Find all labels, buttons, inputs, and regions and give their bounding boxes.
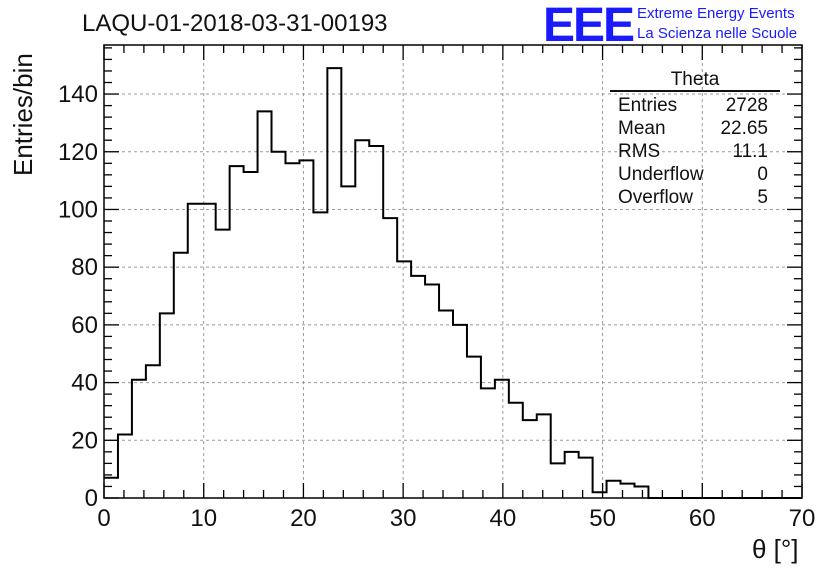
x-tick-label: 40 [490, 505, 517, 532]
stats-value: 0 [757, 164, 768, 185]
chart-title: LAQU-01-2018-03-31-00193 [82, 10, 388, 37]
histogram-bin [453, 325, 467, 498]
y-tick-label: 100 [58, 196, 98, 223]
histogram-bin [285, 163, 299, 498]
histogram-bin [523, 420, 537, 498]
stats-label: Mean [618, 118, 666, 139]
histogram-bin [439, 310, 453, 498]
stats-row: Overflow 5 [610, 186, 780, 209]
y-tick-label: 40 [71, 370, 98, 397]
y-axis-label: Entries/bin [8, 53, 38, 176]
histogram-bin [565, 452, 579, 498]
histogram-bin [327, 68, 341, 498]
eee-logo-mark: EEE [543, 0, 635, 52]
histogram-bin [383, 218, 397, 498]
histogram-bin [230, 166, 244, 498]
histogram-bin [104, 478, 118, 498]
stats-value: 5 [757, 187, 768, 208]
eee-logo-line2: La Scienza nelle Scuole [637, 25, 798, 42]
x-tick-label: 10 [190, 505, 217, 532]
x-tick-label: 50 [589, 505, 616, 532]
y-tick-label: 120 [58, 139, 98, 166]
histogram-bin [509, 403, 523, 498]
histogram-bin [425, 284, 439, 498]
x-tick-label: 60 [689, 505, 716, 532]
histogram-bin [313, 212, 327, 498]
stats-row: Mean 22.65 [610, 117, 780, 140]
y-tick-label: 20 [71, 427, 98, 454]
y-tick-label: 0 [85, 485, 98, 512]
histogram-bin [258, 111, 272, 498]
stats-value: 11.1 [732, 141, 768, 162]
y-tick-label: 80 [71, 254, 98, 281]
y-tick-label: 140 [58, 81, 98, 108]
stats-label: RMS [618, 141, 661, 162]
histogram-bin [188, 204, 202, 498]
stats-value: 2728 [725, 95, 768, 116]
stats-row: Entries 2728 [610, 94, 780, 117]
x-tick-label: 30 [390, 505, 417, 532]
histogram-bin [216, 230, 230, 498]
histogram-bin [132, 380, 146, 498]
histogram-bin [341, 186, 355, 498]
stats-value: 22.65 [720, 118, 768, 139]
histogram-bin [369, 146, 383, 498]
stats-row: Underflow 0 [610, 163, 780, 186]
histogram-bin [118, 435, 132, 498]
histogram-bin [299, 160, 313, 498]
histogram-outline [104, 67, 802, 499]
histogram-bin [607, 481, 621, 498]
histogram-bin [467, 357, 481, 498]
histogram-bin [397, 261, 411, 498]
histogram-bin [355, 140, 369, 498]
eee-logo-line1: Extreme Energy Events [637, 5, 795, 22]
x-tick-label: 0 [97, 505, 110, 532]
eee-logo-text: Extreme Energy Events La Scienza nelle S… [637, 4, 797, 44]
histogram-bin [202, 204, 216, 498]
y-tick-label: 60 [71, 312, 98, 339]
stats-title: Theta [610, 70, 780, 92]
stats-row: RMS 11.1 [610, 140, 780, 163]
histogram-bin [244, 172, 258, 498]
histogram-bin [537, 414, 551, 498]
plot-frame [103, 44, 803, 499]
histogram-bin [495, 380, 509, 498]
stats-label: Underflow [618, 164, 704, 185]
histogram-bin [272, 152, 286, 498]
x-axis-label: θ [°] [752, 534, 799, 564]
stats-label: Entries [618, 95, 678, 116]
histogram-bin [634, 486, 648, 498]
stats-box: Theta Entries 2728 Mean 22.65 RMS 11.1 Unde… [610, 70, 780, 209]
histogram-bin [579, 458, 593, 498]
axis-ticks [103, 45, 803, 499]
histogram-bin [481, 388, 495, 498]
histogram-bin [146, 365, 160, 498]
histogram-bin [160, 313, 174, 498]
stats-label: Overflow [618, 187, 693, 208]
x-tick-label: 70 [789, 505, 816, 532]
histogram-bin [411, 276, 425, 498]
histogram-bars [104, 68, 648, 498]
x-tick-label: 20 [290, 505, 317, 532]
histogram-bin [174, 253, 188, 498]
